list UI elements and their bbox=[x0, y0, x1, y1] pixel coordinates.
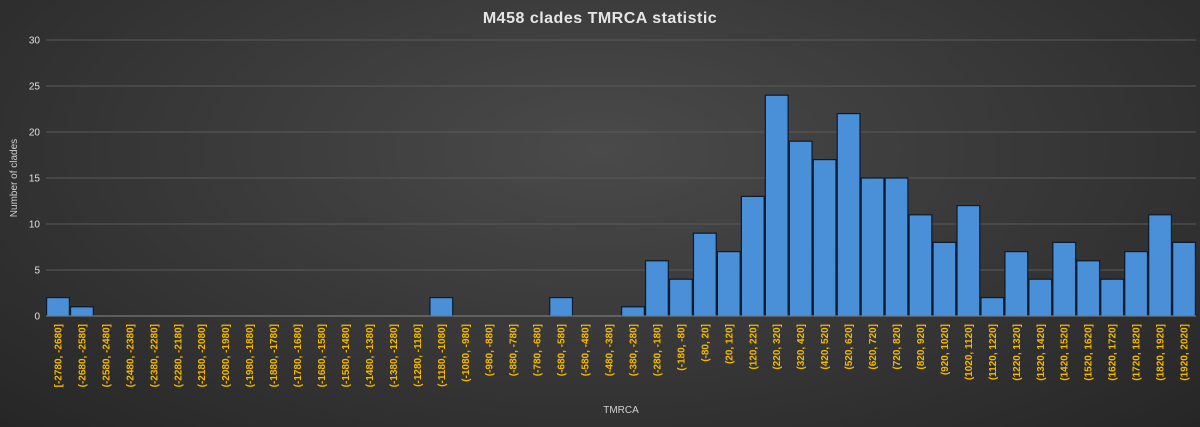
y-tick-label: 10 bbox=[29, 220, 41, 231]
x-tick-label: (20, 120] bbox=[724, 324, 735, 364]
x-tick-label: (-1680, -1580] bbox=[317, 324, 328, 387]
x-tick-label: (-780, -680] bbox=[533, 324, 544, 376]
x-tick-label: (-1880, -1780] bbox=[269, 324, 280, 387]
x-tick-label: (1620, 1720] bbox=[1108, 324, 1119, 381]
x-tick-label: (-2580, -2480] bbox=[101, 324, 112, 387]
bar bbox=[1028, 278, 1053, 317]
x-tick-label: (120, 220] bbox=[748, 324, 759, 370]
x-tick-label: (-2680, -2580] bbox=[77, 324, 88, 387]
x-tick-label: (920, 1020] bbox=[940, 324, 951, 375]
bar bbox=[45, 297, 70, 317]
x-tick-label: (-580, -480] bbox=[581, 324, 592, 376]
x-tick-label: (-1980, -1880] bbox=[245, 324, 256, 387]
x-tick-label: (-980, -880] bbox=[485, 324, 496, 376]
x-tick-label: (-1380, -1280] bbox=[389, 324, 400, 387]
bar bbox=[692, 232, 717, 317]
bar bbox=[69, 306, 94, 317]
bar bbox=[908, 214, 933, 317]
x-tick-label: (-880, -780] bbox=[509, 324, 520, 376]
y-tick-label: 20 bbox=[29, 128, 41, 139]
x-tick-label: (1320, 1420] bbox=[1036, 324, 1047, 381]
x-tick-label: (-2380, -2280] bbox=[149, 324, 160, 387]
bar bbox=[620, 306, 645, 317]
x-tick-label: (520, 620] bbox=[844, 324, 855, 370]
y-tick-label: 5 bbox=[34, 266, 40, 277]
x-tick-label: (-380, -280] bbox=[628, 324, 639, 376]
x-tick-label: (-480, -380] bbox=[605, 324, 616, 376]
x-tick-label: (-1180, -1080] bbox=[437, 324, 448, 387]
bar bbox=[1148, 214, 1173, 317]
bar bbox=[1100, 278, 1125, 317]
y-tick-label: 30 bbox=[29, 36, 41, 47]
y-tick-label: 0 bbox=[34, 312, 40, 323]
x-tick-label: (-680, -580] bbox=[557, 324, 568, 376]
bar bbox=[836, 112, 861, 317]
bar bbox=[668, 278, 693, 317]
y-tick-label: 25 bbox=[29, 82, 41, 93]
bar bbox=[1004, 251, 1029, 317]
x-axis-label: TMRCA bbox=[603, 405, 639, 416]
x-tick-label: (1820, 1920] bbox=[1156, 324, 1167, 381]
x-tick-label: (-1780, -1680] bbox=[293, 324, 304, 387]
x-tick-label: (1220, 1320] bbox=[1012, 324, 1023, 381]
x-tick-label: (220, 320] bbox=[772, 324, 783, 370]
x-tick-label: (-180, -80] bbox=[676, 324, 687, 371]
bar bbox=[644, 260, 669, 317]
x-tick-label: (-1280, -1180] bbox=[413, 324, 424, 387]
bar bbox=[860, 177, 885, 317]
bar bbox=[980, 297, 1005, 317]
bar bbox=[1076, 260, 1101, 317]
bar bbox=[884, 177, 909, 317]
x-tick-label: (320, 420] bbox=[796, 324, 807, 370]
bar bbox=[1124, 251, 1149, 317]
x-tick-label: (-1080, -980] bbox=[461, 324, 472, 382]
x-tick-label: (-2180, -2080] bbox=[197, 324, 208, 387]
x-tick-label: (720, 820] bbox=[892, 324, 903, 370]
bar bbox=[740, 195, 765, 317]
x-tick-label: (-2280, -2180] bbox=[173, 324, 184, 387]
y-axis-label: Number of clades bbox=[9, 139, 20, 217]
x-tick-label: (-1580, -1480] bbox=[341, 324, 352, 387]
x-tick-label: (1720, 1820] bbox=[1132, 324, 1143, 381]
x-tick-label: (1920, 2020] bbox=[1180, 324, 1191, 381]
bar bbox=[1172, 241, 1197, 317]
x-tick-label: (1420, 1520] bbox=[1060, 324, 1071, 381]
bar bbox=[764, 94, 789, 317]
x-tick-label: (620, 720] bbox=[868, 324, 879, 370]
x-tick-label: (1020, 1120] bbox=[964, 324, 975, 380]
bar bbox=[932, 241, 957, 317]
x-tick-label: (420, 520] bbox=[820, 324, 831, 370]
x-tick-label: (-280, -180] bbox=[652, 324, 663, 376]
bar bbox=[812, 159, 837, 317]
bar bbox=[429, 297, 454, 317]
x-tick-label: (-80, 20] bbox=[700, 324, 711, 362]
x-tick-label: [-2780, -2680] bbox=[53, 324, 64, 387]
x-tick-label: (1120, 1220] bbox=[988, 324, 999, 380]
bar bbox=[788, 140, 813, 317]
bar bbox=[549, 297, 574, 317]
bar bbox=[716, 251, 741, 317]
x-tick-label: (1520, 1620] bbox=[1084, 324, 1095, 381]
x-tick-label: (820, 920] bbox=[916, 324, 927, 370]
bar bbox=[956, 205, 981, 317]
bar bbox=[1052, 241, 1077, 317]
chart-title: M458 clades TMRCA statistic bbox=[483, 10, 717, 27]
y-tick-label: 15 bbox=[29, 174, 41, 185]
x-tick-label: (-2480, -2380] bbox=[125, 324, 136, 387]
x-tick-label: (-1480, -1380] bbox=[365, 324, 376, 387]
x-tick-label: (-2080, -1980] bbox=[221, 324, 232, 387]
